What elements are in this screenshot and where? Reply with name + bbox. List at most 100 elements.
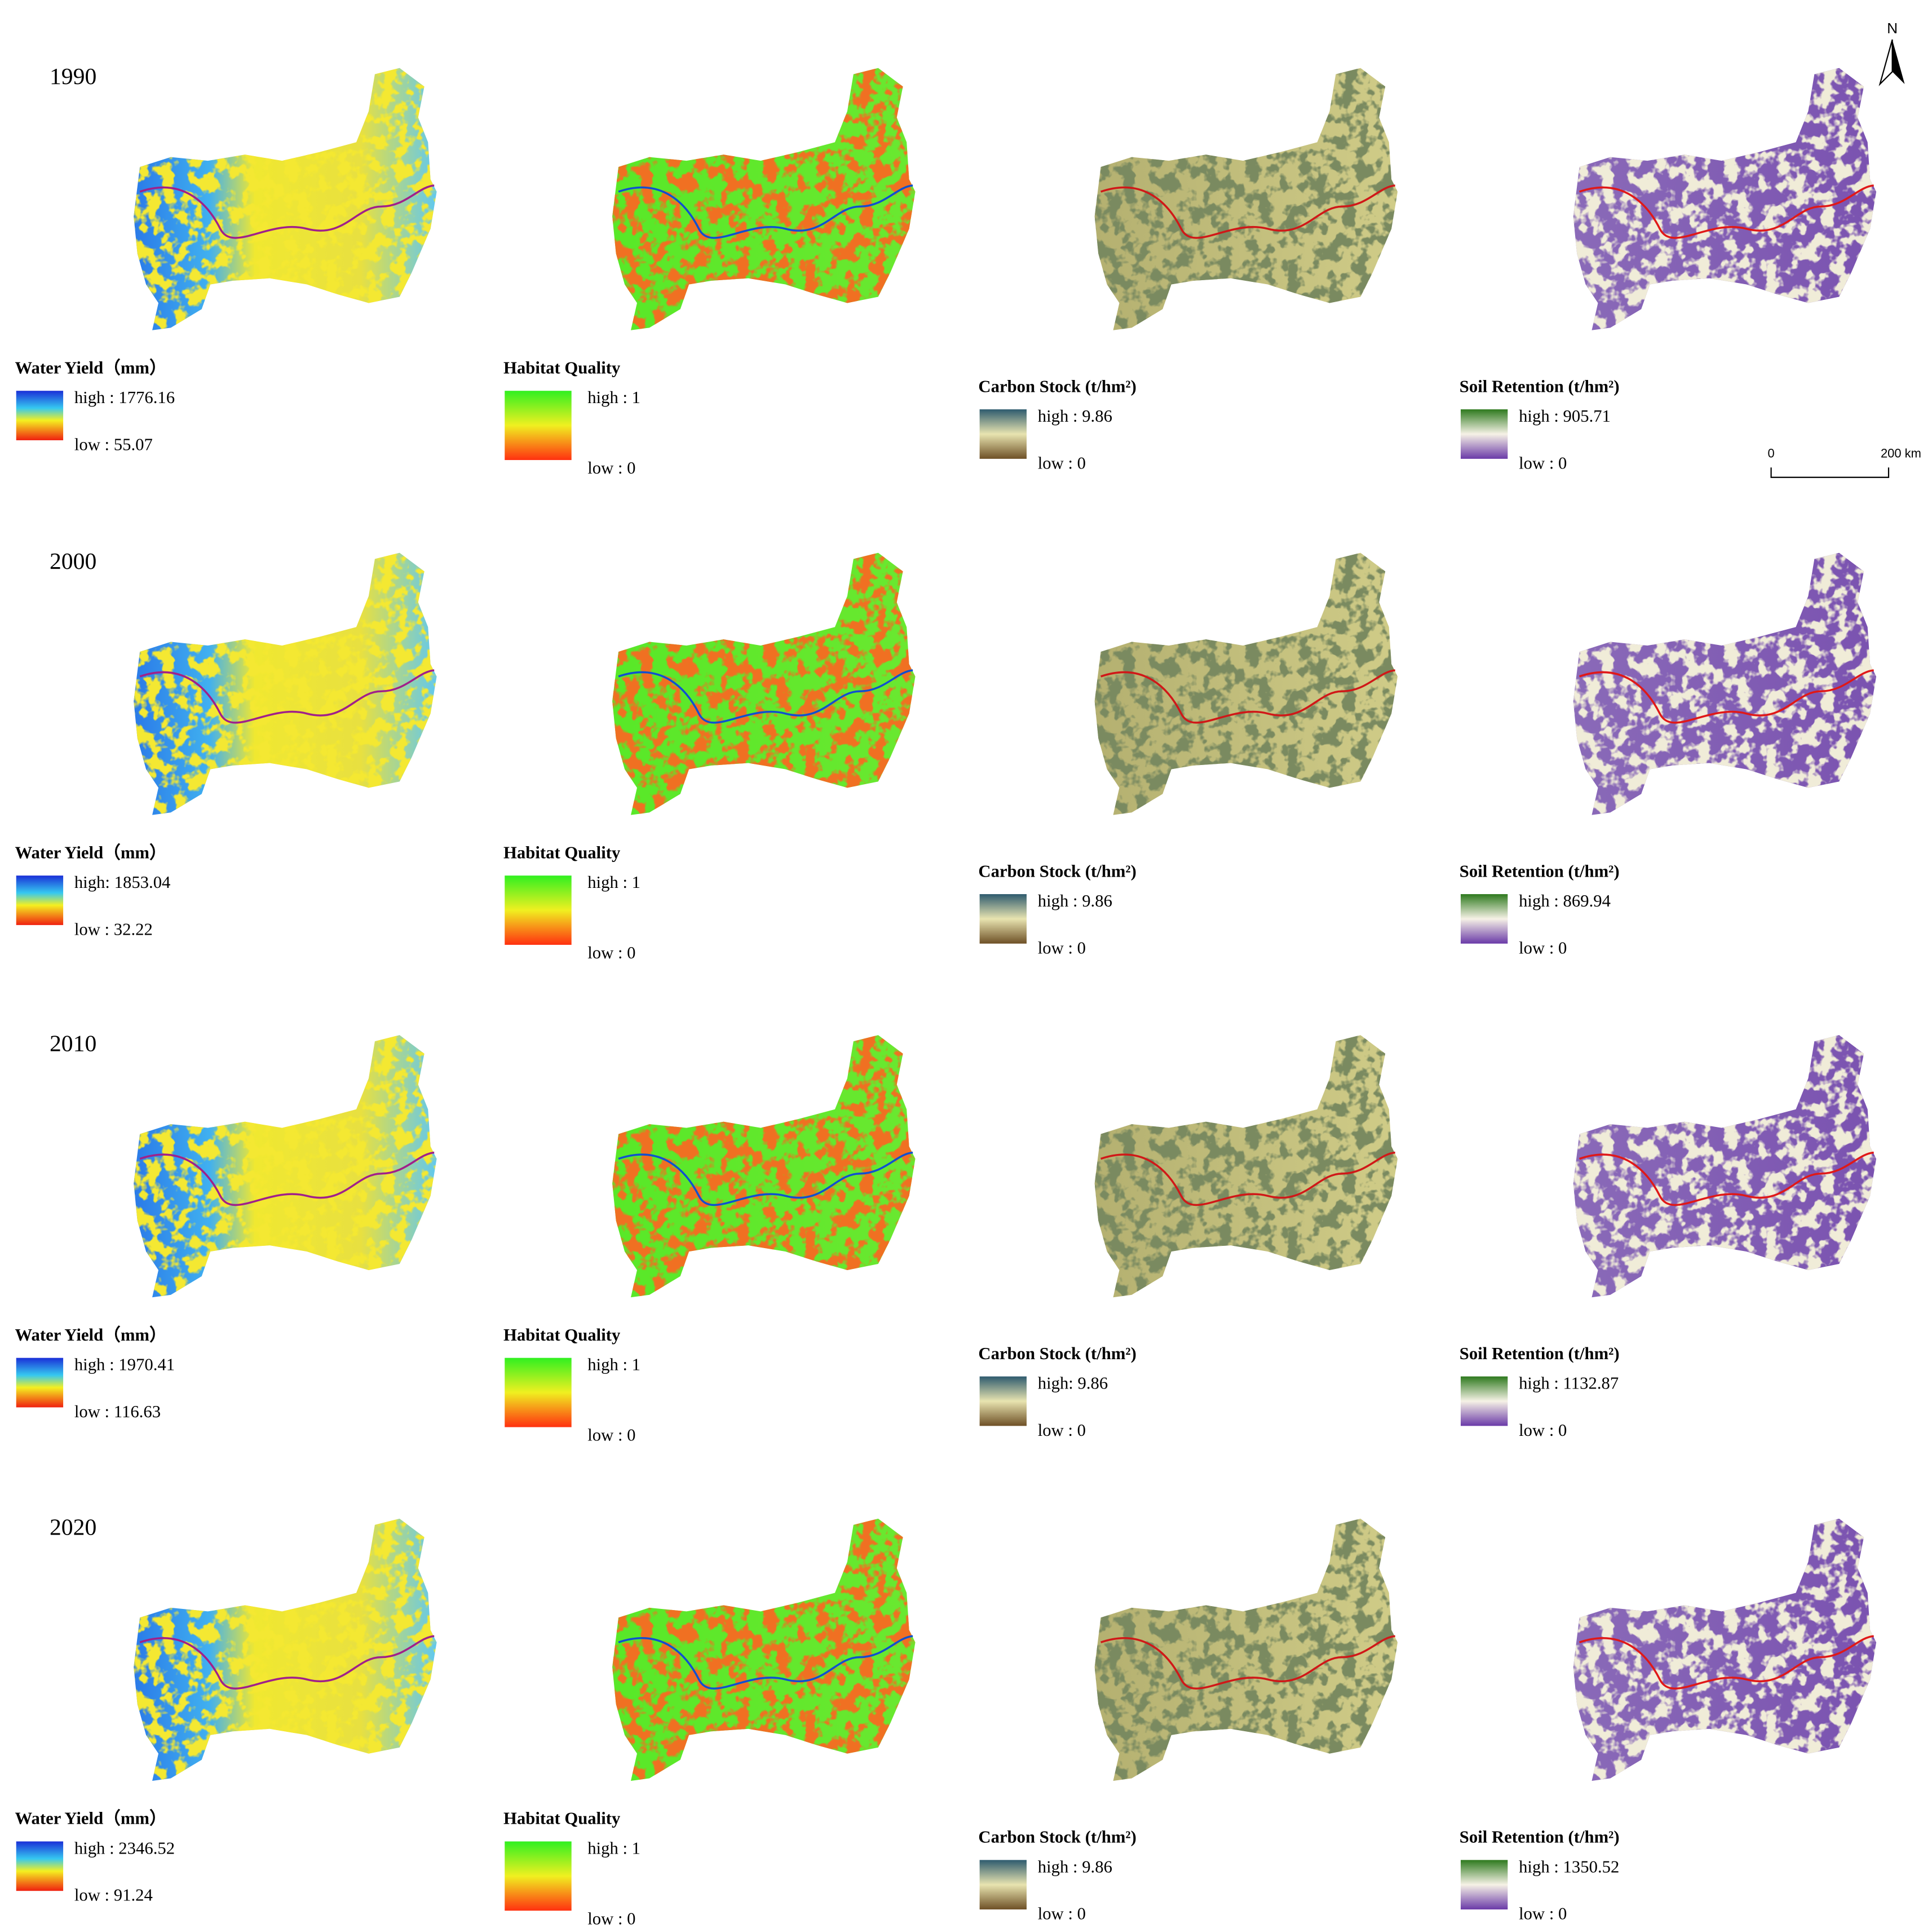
river — [1100, 1151, 1395, 1206]
legend-title: Carbon Stock (t/hm²) — [978, 1828, 1136, 1847]
legend-high: high : 905.71 — [1519, 406, 1611, 426]
legend-title: Soil Retention (t/hm²) — [1460, 377, 1620, 396]
legend-title: Habitat Quality — [503, 843, 621, 862]
legend-colorbar — [979, 894, 1027, 944]
legend-colorbar — [979, 1376, 1027, 1426]
map-panel — [134, 1518, 437, 1781]
legend-low: low : 32.22 — [74, 919, 153, 939]
legend-high: high : 1350.52 — [1519, 1857, 1619, 1876]
river — [1100, 184, 1395, 239]
north-arrow — [1878, 39, 1893, 86]
legend-low: low : 0 — [1038, 1904, 1086, 1923]
legend-low: low : 0 — [587, 1909, 635, 1928]
map-texture — [1094, 1518, 1398, 1781]
legend-low: low : 55.07 — [74, 435, 153, 454]
legend-high: high : 9.86 — [1038, 1857, 1112, 1876]
year-label: 2010 — [50, 1031, 96, 1057]
legend-colorbar — [979, 1860, 1027, 1910]
map-texture — [1094, 1035, 1398, 1298]
map-panel — [612, 1518, 916, 1781]
map-texture — [612, 552, 916, 815]
legend-high: high : 1 — [587, 873, 640, 892]
map-panel — [1094, 552, 1398, 815]
legend-high: high : 9.86 — [1038, 891, 1112, 910]
river — [1100, 1635, 1395, 1690]
river — [139, 184, 435, 239]
map-texture — [1573, 68, 1877, 330]
map-panel — [1573, 68, 1877, 330]
legend-high: high : 1 — [587, 388, 640, 407]
map-texture — [134, 1518, 437, 1781]
legend-high: high : 9.86 — [1038, 406, 1112, 426]
map-panel — [612, 552, 916, 815]
legend-high: high : 1132.87 — [1519, 1374, 1619, 1393]
legend-high: high: 1853.04 — [74, 873, 171, 892]
year-label: 2000 — [50, 549, 96, 574]
legend-colorbar — [1460, 1860, 1508, 1910]
legend-title: Habitat Quality — [503, 1809, 621, 1828]
map-panel — [1573, 1035, 1877, 1298]
legend-title: Water Yield（mm） — [15, 843, 167, 862]
legend-title: Carbon Stock (t/hm²) — [978, 861, 1136, 881]
legend-title: Habitat Quality — [503, 1325, 621, 1345]
legend-colorbar — [1460, 1376, 1508, 1426]
map-texture — [1573, 1518, 1877, 1781]
legend-colorbar — [1460, 409, 1508, 459]
map-panel — [134, 68, 437, 330]
legend-title: Carbon Stock (t/hm²) — [978, 377, 1136, 396]
legend-low: low : 116.63 — [74, 1402, 161, 1421]
legend-colorbar — [16, 391, 64, 440]
river — [618, 1635, 913, 1690]
legend-high: high : 869.94 — [1519, 891, 1611, 910]
legend-colorbar — [505, 875, 572, 945]
map-panel — [612, 1035, 916, 1298]
legend-colorbar — [1460, 894, 1508, 944]
legend-colorbar — [505, 1841, 572, 1911]
legend-low: low : 0 — [1519, 453, 1567, 472]
map-texture — [134, 1035, 437, 1298]
map-texture — [1094, 68, 1398, 330]
map-texture — [612, 68, 916, 330]
map-texture — [134, 68, 437, 330]
map-texture — [1094, 552, 1398, 815]
river — [618, 184, 913, 239]
river — [1100, 669, 1395, 724]
legend-colorbar — [505, 391, 572, 461]
map-panel — [134, 552, 437, 815]
map-panel — [1573, 552, 1877, 815]
map-texture — [612, 1035, 916, 1298]
legend-high: high : 1 — [587, 1355, 640, 1374]
legend-high: high : 1776.16 — [74, 388, 175, 407]
legend-low: low : 0 — [1519, 1904, 1567, 1923]
legend-title: Water Yield（mm） — [15, 1325, 167, 1345]
legend-title: Water Yield（mm） — [15, 359, 167, 378]
legend-title: Water Yield（mm） — [15, 1809, 167, 1828]
legend-low: low : 0 — [1038, 938, 1086, 957]
scale-start: 0 — [1768, 446, 1775, 461]
legend-title: Soil Retention (t/hm²) — [1460, 1344, 1620, 1363]
map-texture — [1573, 1035, 1877, 1298]
map-panel — [612, 68, 916, 330]
map-panel — [1094, 68, 1398, 330]
river — [1579, 1635, 1874, 1690]
year-label: 1990 — [50, 64, 96, 90]
legend-high: high: 9.86 — [1038, 1374, 1108, 1393]
scale-end: 200 km — [1881, 446, 1921, 461]
legend-title: Soil Retention (t/hm²) — [1460, 861, 1620, 881]
legend-low: low : 0 — [587, 943, 635, 962]
map-panel — [134, 1035, 437, 1298]
river — [139, 1151, 435, 1206]
legend-title: Carbon Stock (t/hm²) — [978, 1344, 1136, 1363]
map-texture — [612, 1518, 916, 1781]
river — [1579, 184, 1874, 239]
map-panel — [1573, 1518, 1877, 1781]
north-label: N — [1887, 20, 1898, 37]
year-label: 2020 — [50, 1514, 96, 1540]
map-panel — [1094, 1035, 1398, 1298]
legend-low: low : 91.24 — [74, 1886, 153, 1905]
map-texture — [134, 552, 437, 815]
legend-colorbar — [505, 1357, 572, 1427]
legend-low: low : 0 — [1519, 1421, 1567, 1440]
